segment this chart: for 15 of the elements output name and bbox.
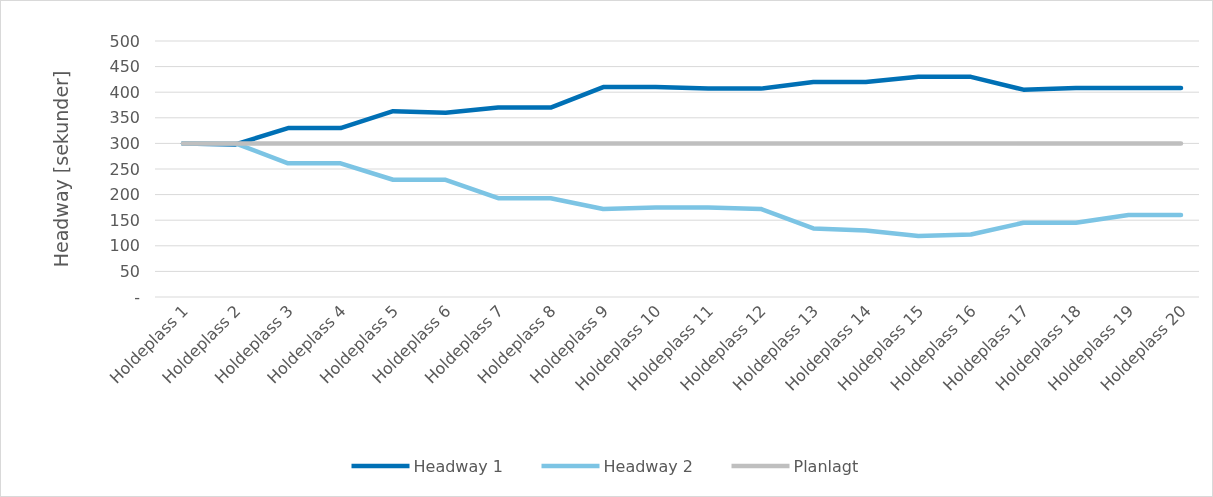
- y-tick-label: 100: [109, 236, 140, 256]
- y-tick-label: 250: [109, 159, 140, 179]
- y-tick-label: 200: [109, 185, 140, 205]
- y-tick-label: 500: [109, 31, 140, 51]
- legend-label: Planlagt: [793, 456, 859, 476]
- legend-label: Headway 2: [603, 456, 693, 476]
- legend-label: Headway 1: [413, 456, 503, 476]
- y-axis-title: Headway [sekunder]: [50, 70, 72, 268]
- y-tick-label: 400: [109, 82, 140, 102]
- y-tick-label: 300: [109, 134, 140, 153]
- y-tick-label: 450: [109, 57, 140, 77]
- y-tick-label: 350: [109, 108, 140, 128]
- y-tick-label: 150: [109, 210, 140, 230]
- y-tick-label: 50: [119, 262, 140, 281]
- y-tick-label: -: [134, 287, 140, 307]
